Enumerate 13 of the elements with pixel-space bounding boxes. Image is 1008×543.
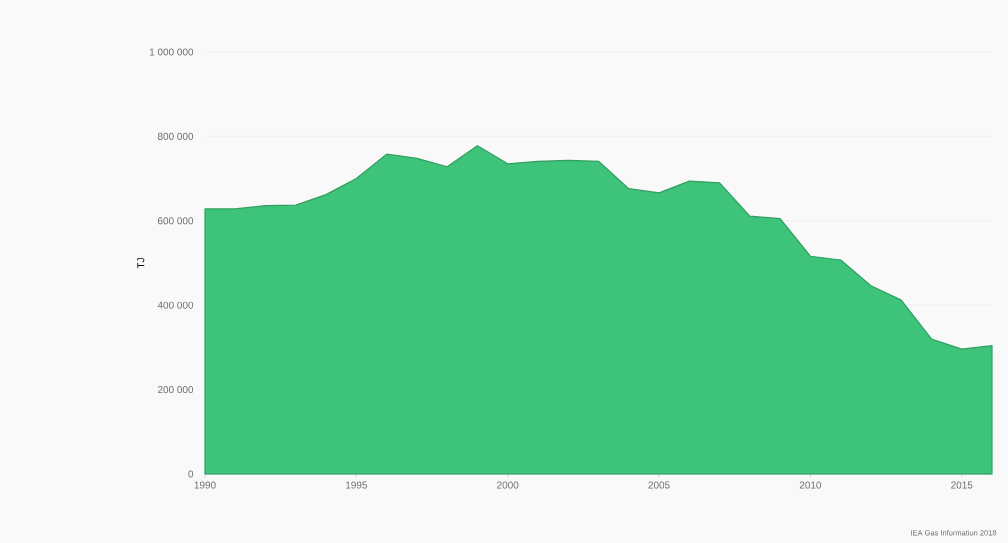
y-axis-title: TJ (137, 258, 145, 269)
x-tick-label: 2000 (497, 481, 519, 489)
y-tick-label: 800 000 (157, 132, 194, 140)
y-tick-label: 0 (188, 470, 194, 478)
y-tick-label: 600 000 (157, 217, 194, 225)
y-tick-label: 200 000 (157, 386, 194, 394)
y-tick-label: 1 000 000 (149, 48, 194, 56)
x-tick-label: 1990 (194, 481, 216, 489)
x-tick-label: 2015 (951, 481, 973, 489)
x-tick-label: 1995 (346, 481, 368, 489)
x-tick-label: 2010 (799, 481, 822, 489)
x-tick-label: 2005 (648, 481, 670, 489)
y-tick-label: 400 000 (157, 301, 194, 309)
